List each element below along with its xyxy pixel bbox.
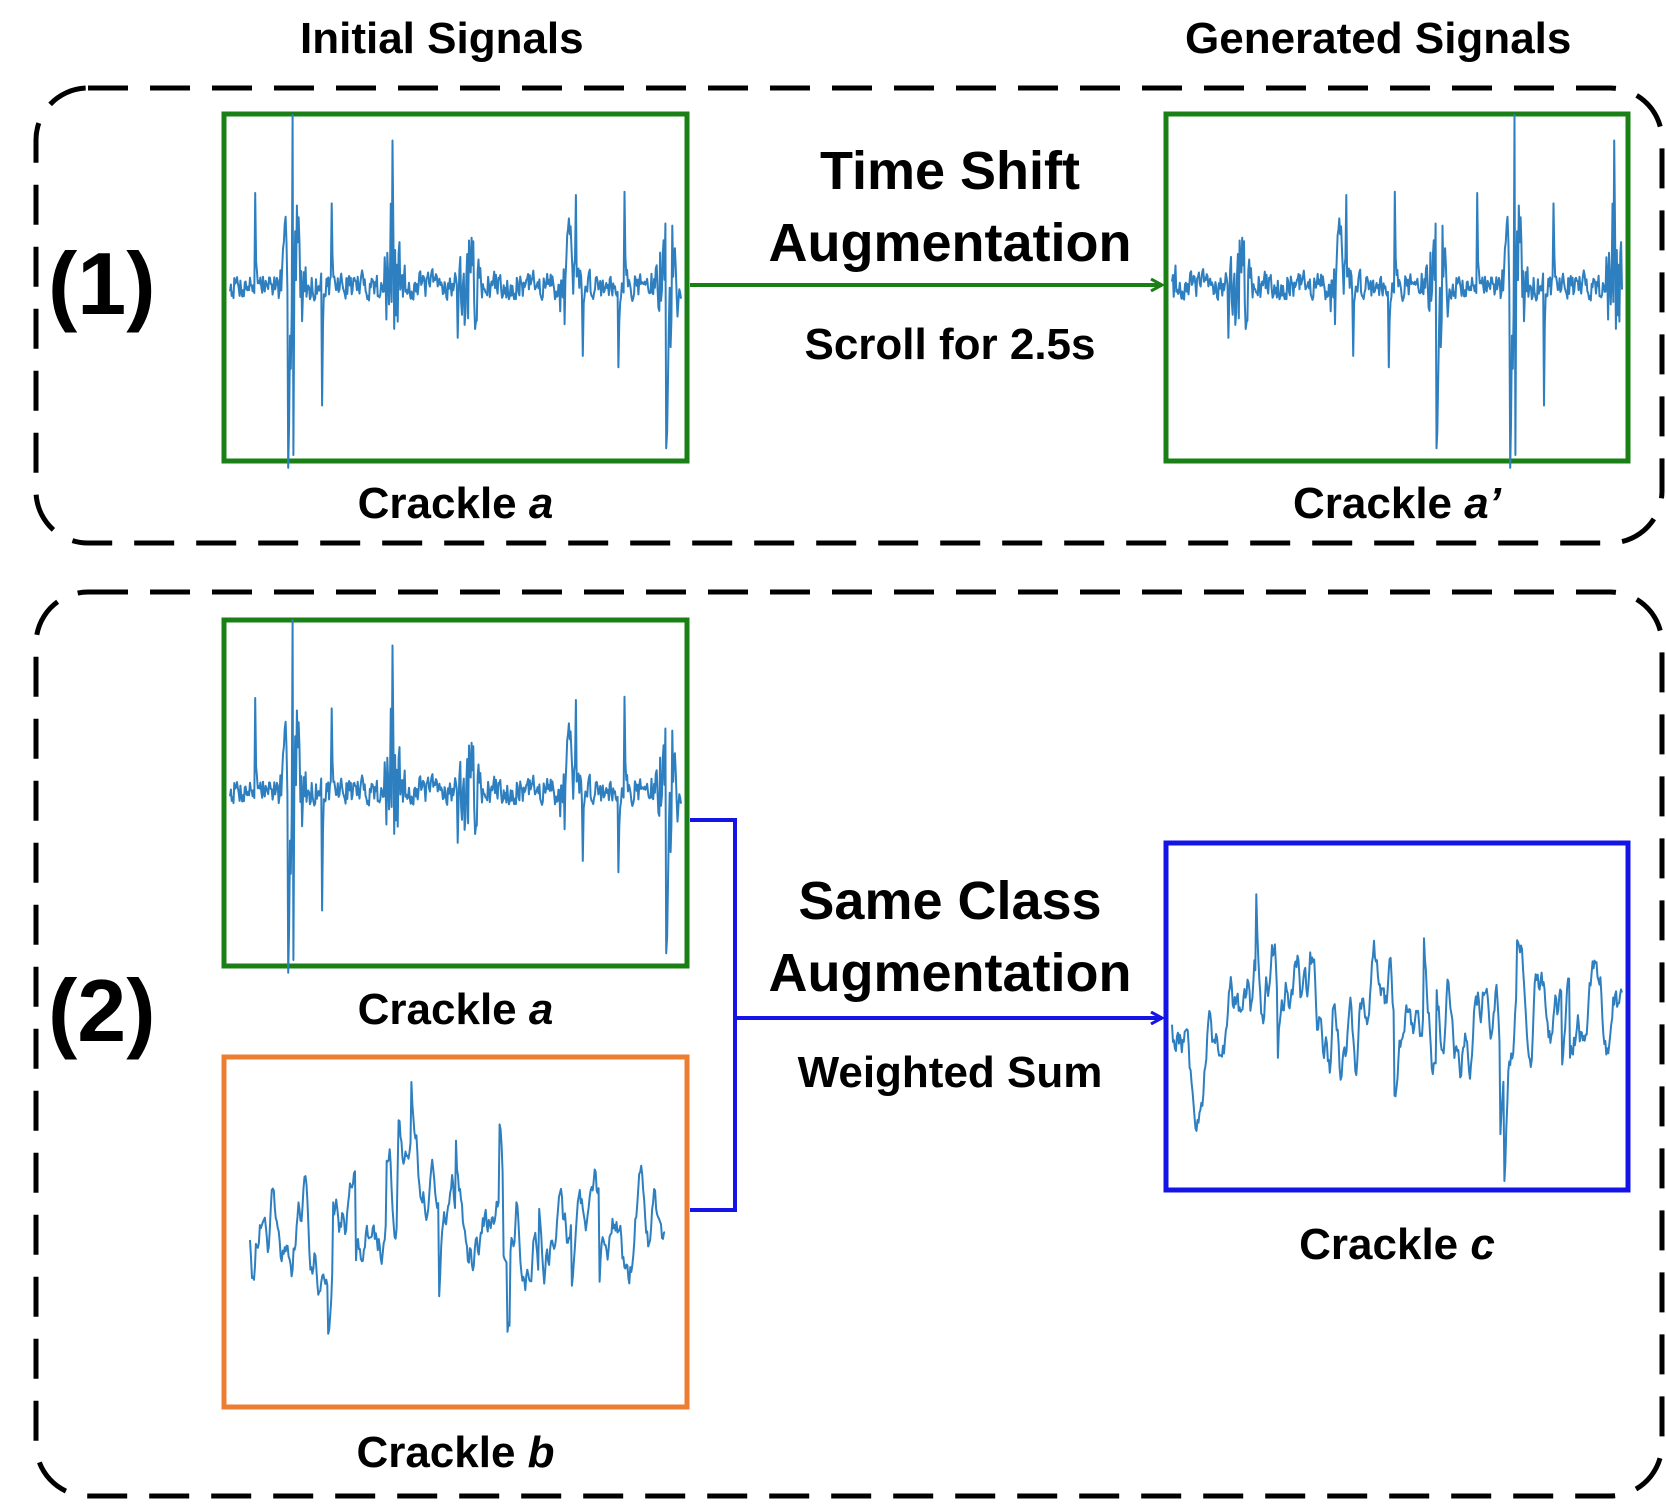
crackle-a-waveform-panel-2: [229, 619, 682, 974]
caption-crackle-a-panel-1: Crackle a: [224, 479, 687, 529]
same-class-subtitle: Weighted Sum: [797, 1048, 1103, 1097]
panel-1-label: (1): [48, 234, 156, 333]
caption-letter: a: [528, 985, 554, 1034]
time-shift-title-line-1: Time Shift: [819, 141, 1081, 201]
crackle-a-prime-waveform: [1171, 114, 1623, 469]
crackle-b-frame: [221, 1054, 690, 1410]
crackle-c-frame: [1163, 840, 1631, 1193]
time-shift-title: Time Shift Augmentation: [730, 135, 1170, 279]
caption-prefix: Crackle: [1299, 1220, 1471, 1269]
same-class-title: Same Class Augmentation: [730, 865, 1170, 1009]
caption-letter: c: [1470, 1220, 1495, 1269]
caption-prefix: Crackle: [357, 985, 529, 1034]
caption-prefix: Crackle: [357, 479, 529, 528]
caption-crackle-a-prime: Crackle a’: [1166, 479, 1628, 529]
time-shift-subtitle: Scroll for 2.5s: [804, 320, 1096, 369]
caption-prefix: Crackle: [1293, 479, 1465, 528]
caption-letter: a: [528, 479, 554, 528]
crackle-c-waveform: [1171, 893, 1623, 1182]
caption-crackle-a-panel-2: Crackle a: [224, 985, 687, 1035]
crackle-b-waveform: [249, 1081, 666, 1335]
crackle-b-connector: [690, 1018, 737, 1212]
same-class-title-line-2: Augmentation: [768, 943, 1132, 1003]
caption-crackle-c: Crackle c: [1166, 1220, 1628, 1270]
crackle-a-waveform-panel-1: [229, 114, 682, 469]
header-initial-signals: Initial Signals: [300, 14, 584, 63]
time-shift-title-line-2: Augmentation: [768, 213, 1132, 273]
panel-2-outline: [33, 589, 1665, 1499]
caption-letter: a: [1464, 479, 1489, 528]
header-generated-signals: Generated Signals: [1185, 14, 1572, 63]
caption-letter: b: [527, 1428, 555, 1477]
caption-prefix: Crackle: [356, 1428, 528, 1477]
panel-2-label: (2): [48, 961, 156, 1060]
caption-crackle-b: Crackle b: [224, 1428, 687, 1478]
same-class-title-line-1: Same Class: [798, 871, 1102, 931]
crackle-a-connector: [690, 818, 737, 1018]
caption-suffix: ’: [1488, 479, 1501, 528]
panel-1-outline: [33, 85, 1665, 546]
